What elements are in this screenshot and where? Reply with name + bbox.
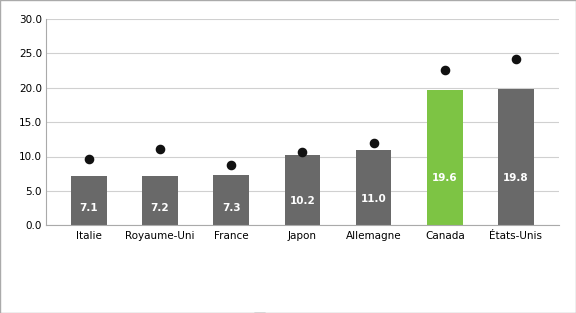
Text: 19.8: 19.8	[503, 173, 529, 183]
Point	[156, 146, 165, 151]
Text: 10.2: 10.2	[290, 196, 315, 206]
Text: 7.3: 7.3	[222, 203, 241, 213]
Point	[369, 140, 378, 145]
Point	[511, 56, 521, 61]
Text: 7.2: 7.2	[151, 203, 169, 213]
Bar	[285, 155, 320, 225]
Text: 7.1: 7.1	[79, 203, 98, 213]
Bar	[498, 89, 534, 225]
Legend: 2017, 2007: 2017, 2007	[250, 308, 355, 313]
Text: 11.0: 11.0	[361, 194, 386, 204]
Bar	[356, 150, 392, 225]
Bar	[142, 176, 178, 225]
Text: 19.6: 19.6	[432, 173, 457, 183]
Point	[84, 157, 93, 162]
Point	[226, 163, 236, 168]
Bar	[71, 177, 107, 225]
Bar	[427, 90, 463, 225]
Bar	[213, 175, 249, 225]
Point	[440, 67, 449, 72]
Point	[298, 149, 307, 154]
